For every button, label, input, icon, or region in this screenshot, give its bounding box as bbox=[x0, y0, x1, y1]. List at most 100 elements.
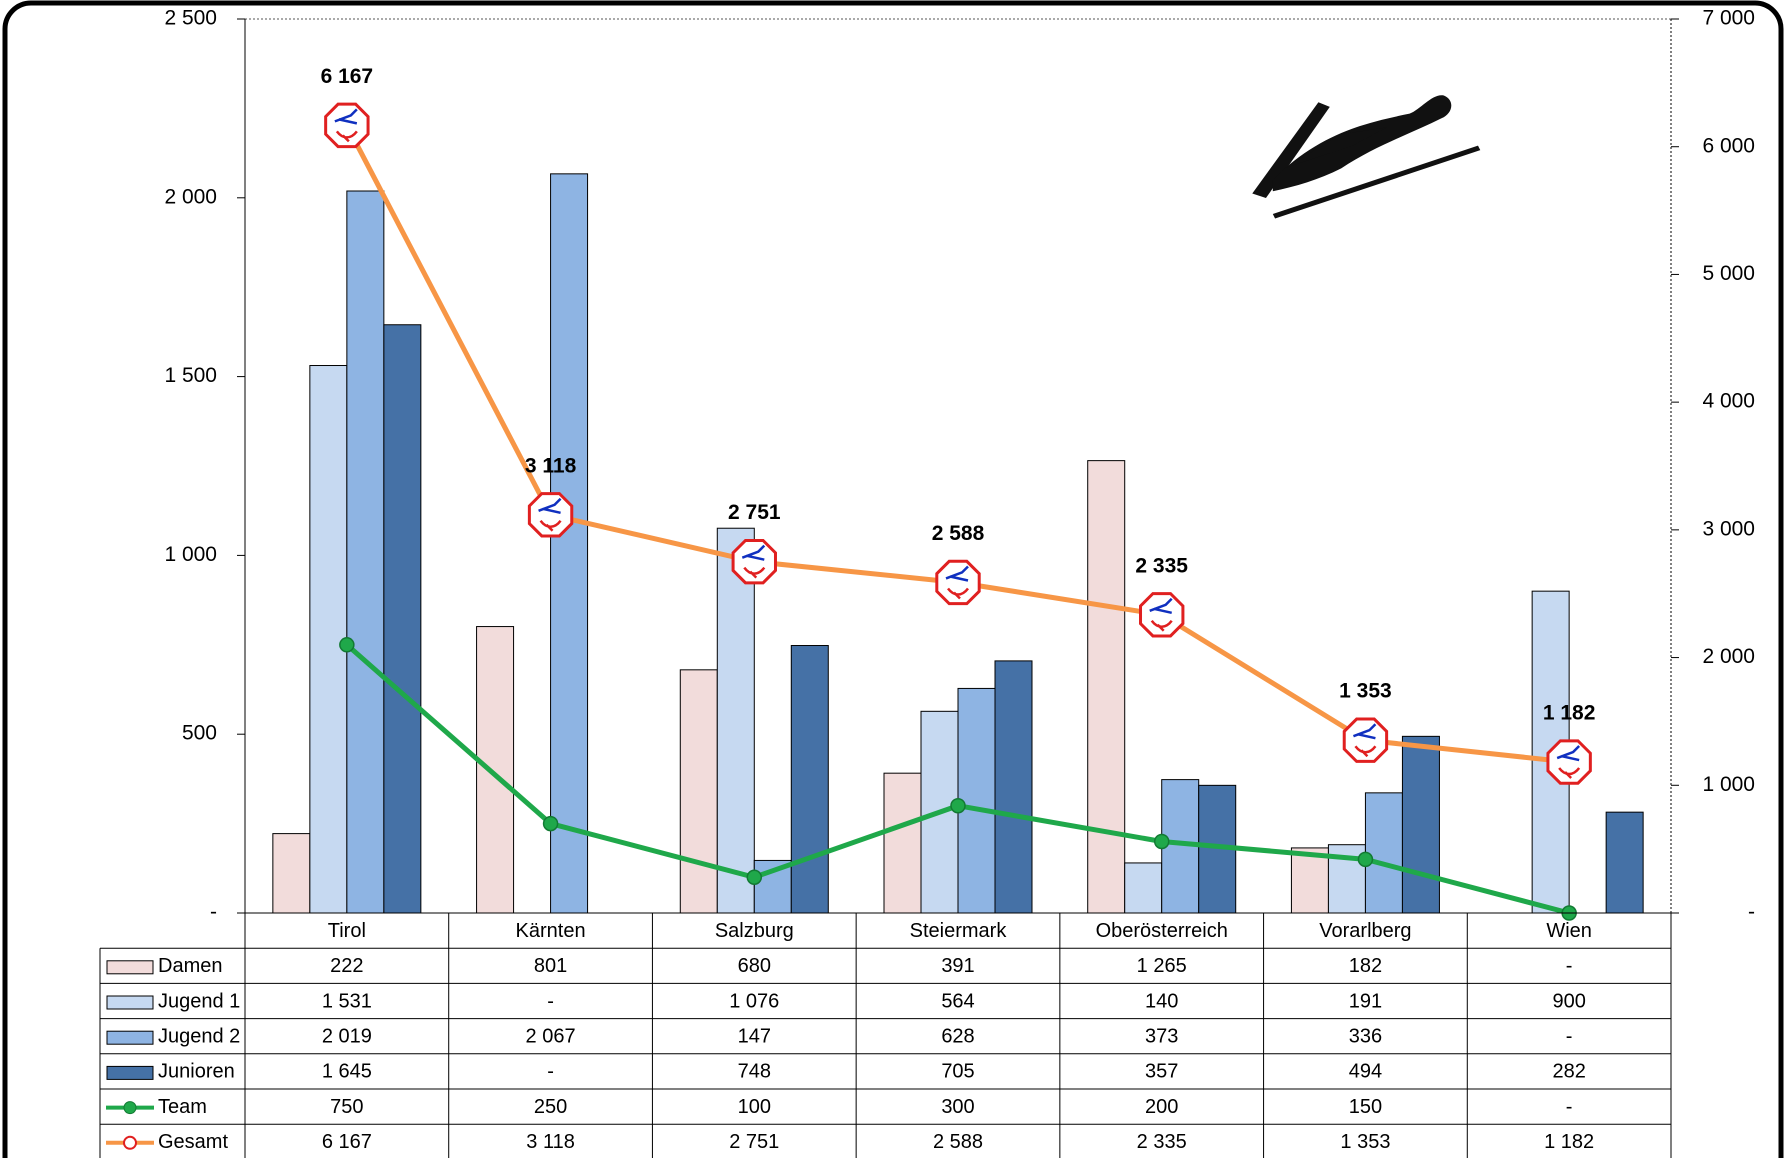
point bbox=[339, 637, 355, 653]
marker-logo bbox=[1352, 723, 1377, 740]
category-label: Wien bbox=[1546, 920, 1592, 942]
legend-label: Jugend 1 bbox=[158, 990, 240, 1012]
table-cell: 748 bbox=[738, 1061, 771, 1083]
table-cell: - bbox=[1566, 1025, 1573, 1047]
gesamt-marker bbox=[527, 492, 574, 538]
category-label: Tirol bbox=[328, 920, 366, 942]
legend-label: Jugend 2 bbox=[158, 1025, 240, 1047]
marker-logo bbox=[1556, 745, 1581, 762]
y2-tick-label: - bbox=[1748, 901, 1755, 924]
marker-logo bbox=[741, 544, 766, 561]
y-tick-label: 2 000 bbox=[164, 185, 217, 208]
gesamt-marker bbox=[324, 102, 370, 149]
bar bbox=[883, 772, 922, 914]
marker-logo bbox=[539, 519, 562, 532]
marker-logo bbox=[1558, 767, 1581, 779]
legend-swatch bbox=[106, 1030, 154, 1045]
table-cell: 705 bbox=[941, 1061, 974, 1083]
legend-swatch bbox=[106, 960, 154, 975]
legend-label: Junioren bbox=[158, 1061, 235, 1083]
y2-tick-label: 6 000 bbox=[1702, 134, 1755, 157]
marker-logo bbox=[1354, 745, 1377, 758]
marker-octagon bbox=[324, 102, 370, 149]
table-cell: 100 bbox=[738, 1096, 771, 1118]
table-cell: 250 bbox=[534, 1096, 567, 1118]
table-cell: 336 bbox=[1349, 1025, 1382, 1047]
gesamt-marker bbox=[731, 538, 777, 585]
marker-octagon bbox=[1139, 592, 1185, 638]
table-cell: 1 182 bbox=[1544, 1131, 1594, 1153]
category-label: Steiermark bbox=[910, 920, 1008, 942]
legend-marker bbox=[123, 1135, 137, 1150]
table-cell: 373 bbox=[1145, 1025, 1178, 1047]
table-cell: 182 bbox=[1349, 955, 1382, 977]
bar bbox=[309, 365, 348, 914]
category-label: Salzburg bbox=[715, 920, 794, 942]
table-cell: 200 bbox=[1145, 1096, 1178, 1118]
table-cell: 3 118 bbox=[526, 1131, 575, 1153]
table-cell: 1 265 bbox=[1137, 955, 1187, 977]
bar bbox=[1401, 735, 1440, 914]
legend-swatch bbox=[106, 995, 154, 1010]
category-label: Kärnten bbox=[516, 920, 586, 942]
gesamt-marker bbox=[1546, 739, 1592, 785]
table-cell: 1 531 bbox=[322, 990, 372, 1012]
data-label: 2 751 bbox=[728, 501, 781, 524]
marker-logo bbox=[945, 565, 969, 582]
bar bbox=[346, 190, 385, 914]
bar bbox=[550, 173, 589, 914]
legend-label: Gesamt bbox=[158, 1131, 228, 1153]
marker-logo bbox=[335, 130, 358, 143]
y-tick-label: 1 500 bbox=[164, 364, 217, 387]
point bbox=[1357, 851, 1374, 868]
jumper-arm bbox=[1284, 127, 1387, 169]
category-label: Oberösterreich bbox=[1096, 920, 1228, 942]
bar bbox=[1124, 862, 1163, 914]
bar bbox=[1364, 792, 1403, 914]
y-tick-label: 1 000 bbox=[164, 543, 217, 566]
table-cell: 2 335 bbox=[1137, 1131, 1187, 1153]
data-label: 2 335 bbox=[1135, 554, 1188, 577]
table-cell: 2 588 bbox=[933, 1131, 983, 1153]
marker-logo bbox=[743, 566, 766, 579]
table-cell: 680 bbox=[738, 955, 771, 977]
legend-label: Damen bbox=[158, 955, 222, 977]
y-tick-label: - bbox=[210, 901, 217, 924]
y-tick-label: 2 500 bbox=[164, 7, 217, 30]
legend-marker bbox=[123, 1101, 137, 1115]
marker-logo bbox=[334, 108, 358, 125]
table-cell: 391 bbox=[941, 955, 974, 977]
table-cell: 357 bbox=[1145, 1061, 1178, 1083]
y2-tick-label: 1 000 bbox=[1702, 773, 1755, 796]
bar bbox=[1605, 811, 1644, 914]
table-cell: - bbox=[547, 1061, 554, 1083]
table-cell: 900 bbox=[1552, 990, 1585, 1012]
y2-tick-label: 2 000 bbox=[1702, 645, 1755, 668]
table-cell: 150 bbox=[1349, 1096, 1382, 1118]
ski bbox=[1272, 145, 1481, 219]
legend-label: Team bbox=[158, 1096, 207, 1118]
bar bbox=[383, 324, 422, 914]
marker-logo bbox=[947, 587, 969, 600]
table-cell: 191 bbox=[1349, 990, 1382, 1012]
point bbox=[950, 797, 966, 814]
table-cell: 2 751 bbox=[729, 1131, 779, 1153]
line bbox=[344, 124, 1570, 765]
marker-logo bbox=[1149, 597, 1173, 615]
table-cell: 140 bbox=[1145, 990, 1178, 1012]
ski bbox=[1252, 102, 1330, 199]
y2-tick-label: 5 000 bbox=[1702, 262, 1755, 285]
data-label: 2 588 bbox=[932, 522, 985, 545]
marker-octagon bbox=[731, 538, 777, 585]
table-cell: 564 bbox=[941, 990, 974, 1012]
table-cell: 494 bbox=[1349, 1061, 1382, 1083]
marker-octagon bbox=[527, 492, 574, 538]
marker-octagon bbox=[1342, 717, 1389, 763]
table-cell: - bbox=[547, 990, 554, 1012]
ski-jumper-icon bbox=[1252, 95, 1481, 219]
y-tick-label: 500 bbox=[182, 722, 217, 745]
table-cell: - bbox=[1566, 1096, 1573, 1118]
point bbox=[542, 815, 559, 832]
table-cell: 222 bbox=[330, 955, 363, 977]
